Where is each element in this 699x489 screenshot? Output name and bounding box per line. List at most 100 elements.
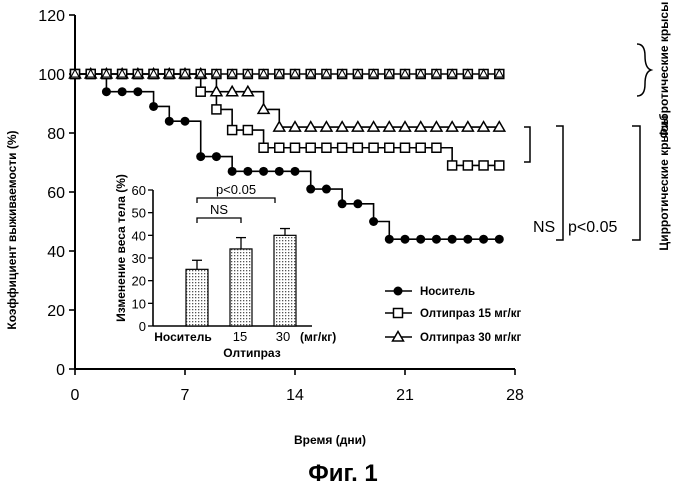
data-point-vehicle — [212, 152, 221, 161]
legend-marker-vehicle — [394, 287, 403, 296]
inset-x-axis-label: Олтипраз — [223, 346, 280, 360]
data-point-oltipraz-15 — [369, 143, 378, 152]
data-point-oltipraz-15 — [401, 143, 410, 152]
significance-annotations: NS p<0.05 Фибротические крысы Цирротичес… — [524, 2, 671, 302]
data-point-vehicle — [385, 235, 394, 244]
p-bracket — [556, 126, 563, 240]
legend-item-vehicle: Носитель — [385, 286, 475, 298]
data-point-vehicle — [322, 185, 331, 194]
cirrhotic-group-label: Цирротические крысы — [657, 115, 671, 250]
legend-label-vehicle: Носитель — [420, 286, 475, 298]
ns-bracket-lower — [524, 162, 530, 302]
data-point-vehicle — [338, 199, 347, 208]
inset-category-label: Носитель — [154, 330, 211, 344]
y-tick-label: 100 — [38, 67, 65, 84]
data-point-vehicle — [448, 235, 457, 244]
x-tick-label: 14 — [286, 387, 304, 404]
data-point-vehicle — [306, 185, 315, 194]
legend-item-oltipraz-15: Олтипраз 15 мг/кг — [385, 308, 521, 320]
main-axes: 02040608010012007142128 — [38, 8, 524, 404]
data-point-vehicle — [243, 167, 252, 176]
data-point-vehicle — [275, 167, 284, 176]
x-tick-label: 0 — [71, 387, 80, 404]
legend-label-oltipraz-15: Олтипраз 15 мг/кг — [420, 308, 521, 320]
data-point-oltipraz-15 — [275, 143, 284, 152]
inset-bar — [274, 235, 296, 326]
x-axis-label: Время (дни) — [294, 433, 366, 447]
inset-bar — [186, 269, 208, 326]
inset-y-tick-label: 0 — [139, 319, 146, 334]
data-point-vehicle — [259, 167, 268, 176]
fibrotic-brace — [637, 44, 651, 96]
inset-annotations: p<0.05 NS — [197, 182, 275, 223]
data-point-oltipraz-15 — [495, 161, 504, 170]
legend: Носитель Олтипраз 15 мг/кг Олтипраз 30 м… — [385, 286, 521, 344]
y-tick-label: 80 — [47, 126, 65, 143]
inset-y-tick-label: 60 — [132, 183, 146, 198]
data-point-vehicle — [196, 152, 205, 161]
data-point-oltipraz-15 — [228, 126, 237, 135]
inset-y-tick-label: 40 — [132, 228, 146, 243]
p-value-label: p<0.05 — [568, 219, 617, 236]
inset-y-axis-label: Изменение веса тела (%) — [114, 174, 128, 322]
inset-category-label: 15 — [233, 329, 247, 344]
data-point-vehicle — [369, 217, 378, 226]
x-tick-label: 28 — [506, 387, 524, 404]
y-tick-label: 0 — [56, 362, 65, 379]
inset-ns-bracket — [197, 218, 241, 223]
survival-chart: 02040608010012007142128 Время (дни) Коэф… — [5, 2, 671, 447]
data-point-oltipraz-15 — [479, 161, 488, 170]
data-point-oltipraz-15 — [306, 143, 315, 152]
legend-label-oltipraz-30: Олтипраз 30 мг/кг — [420, 332, 521, 344]
data-point-oltipraz-15 — [432, 143, 441, 152]
data-point-vehicle — [102, 87, 111, 96]
y-axis-label: Коэффициент выживаемости (%) — [5, 130, 19, 329]
inset-y-tick-label: 30 — [132, 251, 146, 266]
data-point-vehicle — [291, 167, 300, 176]
weight-change-inset: 0102030405060 Носитель1530 Изменение вес… — [114, 174, 336, 360]
data-point-oltipraz-15 — [448, 161, 457, 170]
data-point-vehicle — [118, 87, 127, 96]
inset-p-value-label: p<0.05 — [216, 182, 256, 197]
data-point-oltipraz-15 — [338, 143, 347, 152]
data-point-vehicle — [228, 167, 237, 176]
x-tick-label: 7 — [181, 387, 190, 404]
data-point-oltipraz-15 — [416, 143, 425, 152]
inset-y-tick-label: 10 — [132, 296, 146, 311]
inset-category-label: 30 — [276, 329, 290, 344]
data-point-oltipraz-15 — [291, 143, 300, 152]
data-point-vehicle — [165, 117, 174, 126]
data-point-oltipraz-15 — [243, 126, 252, 135]
data-point-vehicle — [181, 117, 190, 126]
data-point-vehicle — [149, 102, 158, 111]
data-point-vehicle — [495, 235, 504, 244]
data-point-vehicle — [479, 235, 488, 244]
data-point-oltipraz-15 — [385, 143, 394, 152]
y-tick-label: 120 — [38, 8, 65, 25]
data-point-vehicle — [353, 199, 362, 208]
data-point-oltipraz-15 — [463, 161, 472, 170]
inset-bar — [230, 249, 252, 326]
inset-y-tick-label: 20 — [132, 274, 146, 289]
data-point-oltipraz-15 — [212, 105, 221, 114]
data-point-oltipraz-15 — [196, 87, 205, 96]
inset-ns-label: NS — [210, 202, 228, 217]
cirrhotic-bracket — [632, 126, 640, 240]
data-point-oltipraz-15 — [322, 143, 331, 152]
data-point-oltipraz-15 — [353, 143, 362, 152]
data-point-vehicle — [432, 235, 441, 244]
data-point-oltipraz-15 — [259, 143, 268, 152]
inset-p-bracket — [197, 198, 275, 203]
legend-item-oltipraz-30: Олтипраз 30 мг/кг — [385, 332, 521, 345]
legend-marker-oltipraz-15 — [394, 309, 403, 318]
y-tick-label: 60 — [47, 185, 65, 202]
data-point-vehicle — [401, 235, 410, 244]
inset-unit-label: (мг/кг) — [300, 330, 336, 344]
y-tick-label: 40 — [47, 244, 65, 261]
ns-bracket — [524, 127, 530, 162]
series-line-2 — [75, 74, 499, 127]
data-point-vehicle — [133, 87, 142, 96]
data-point-vehicle — [416, 235, 425, 244]
ns-label: NS — [533, 219, 555, 236]
